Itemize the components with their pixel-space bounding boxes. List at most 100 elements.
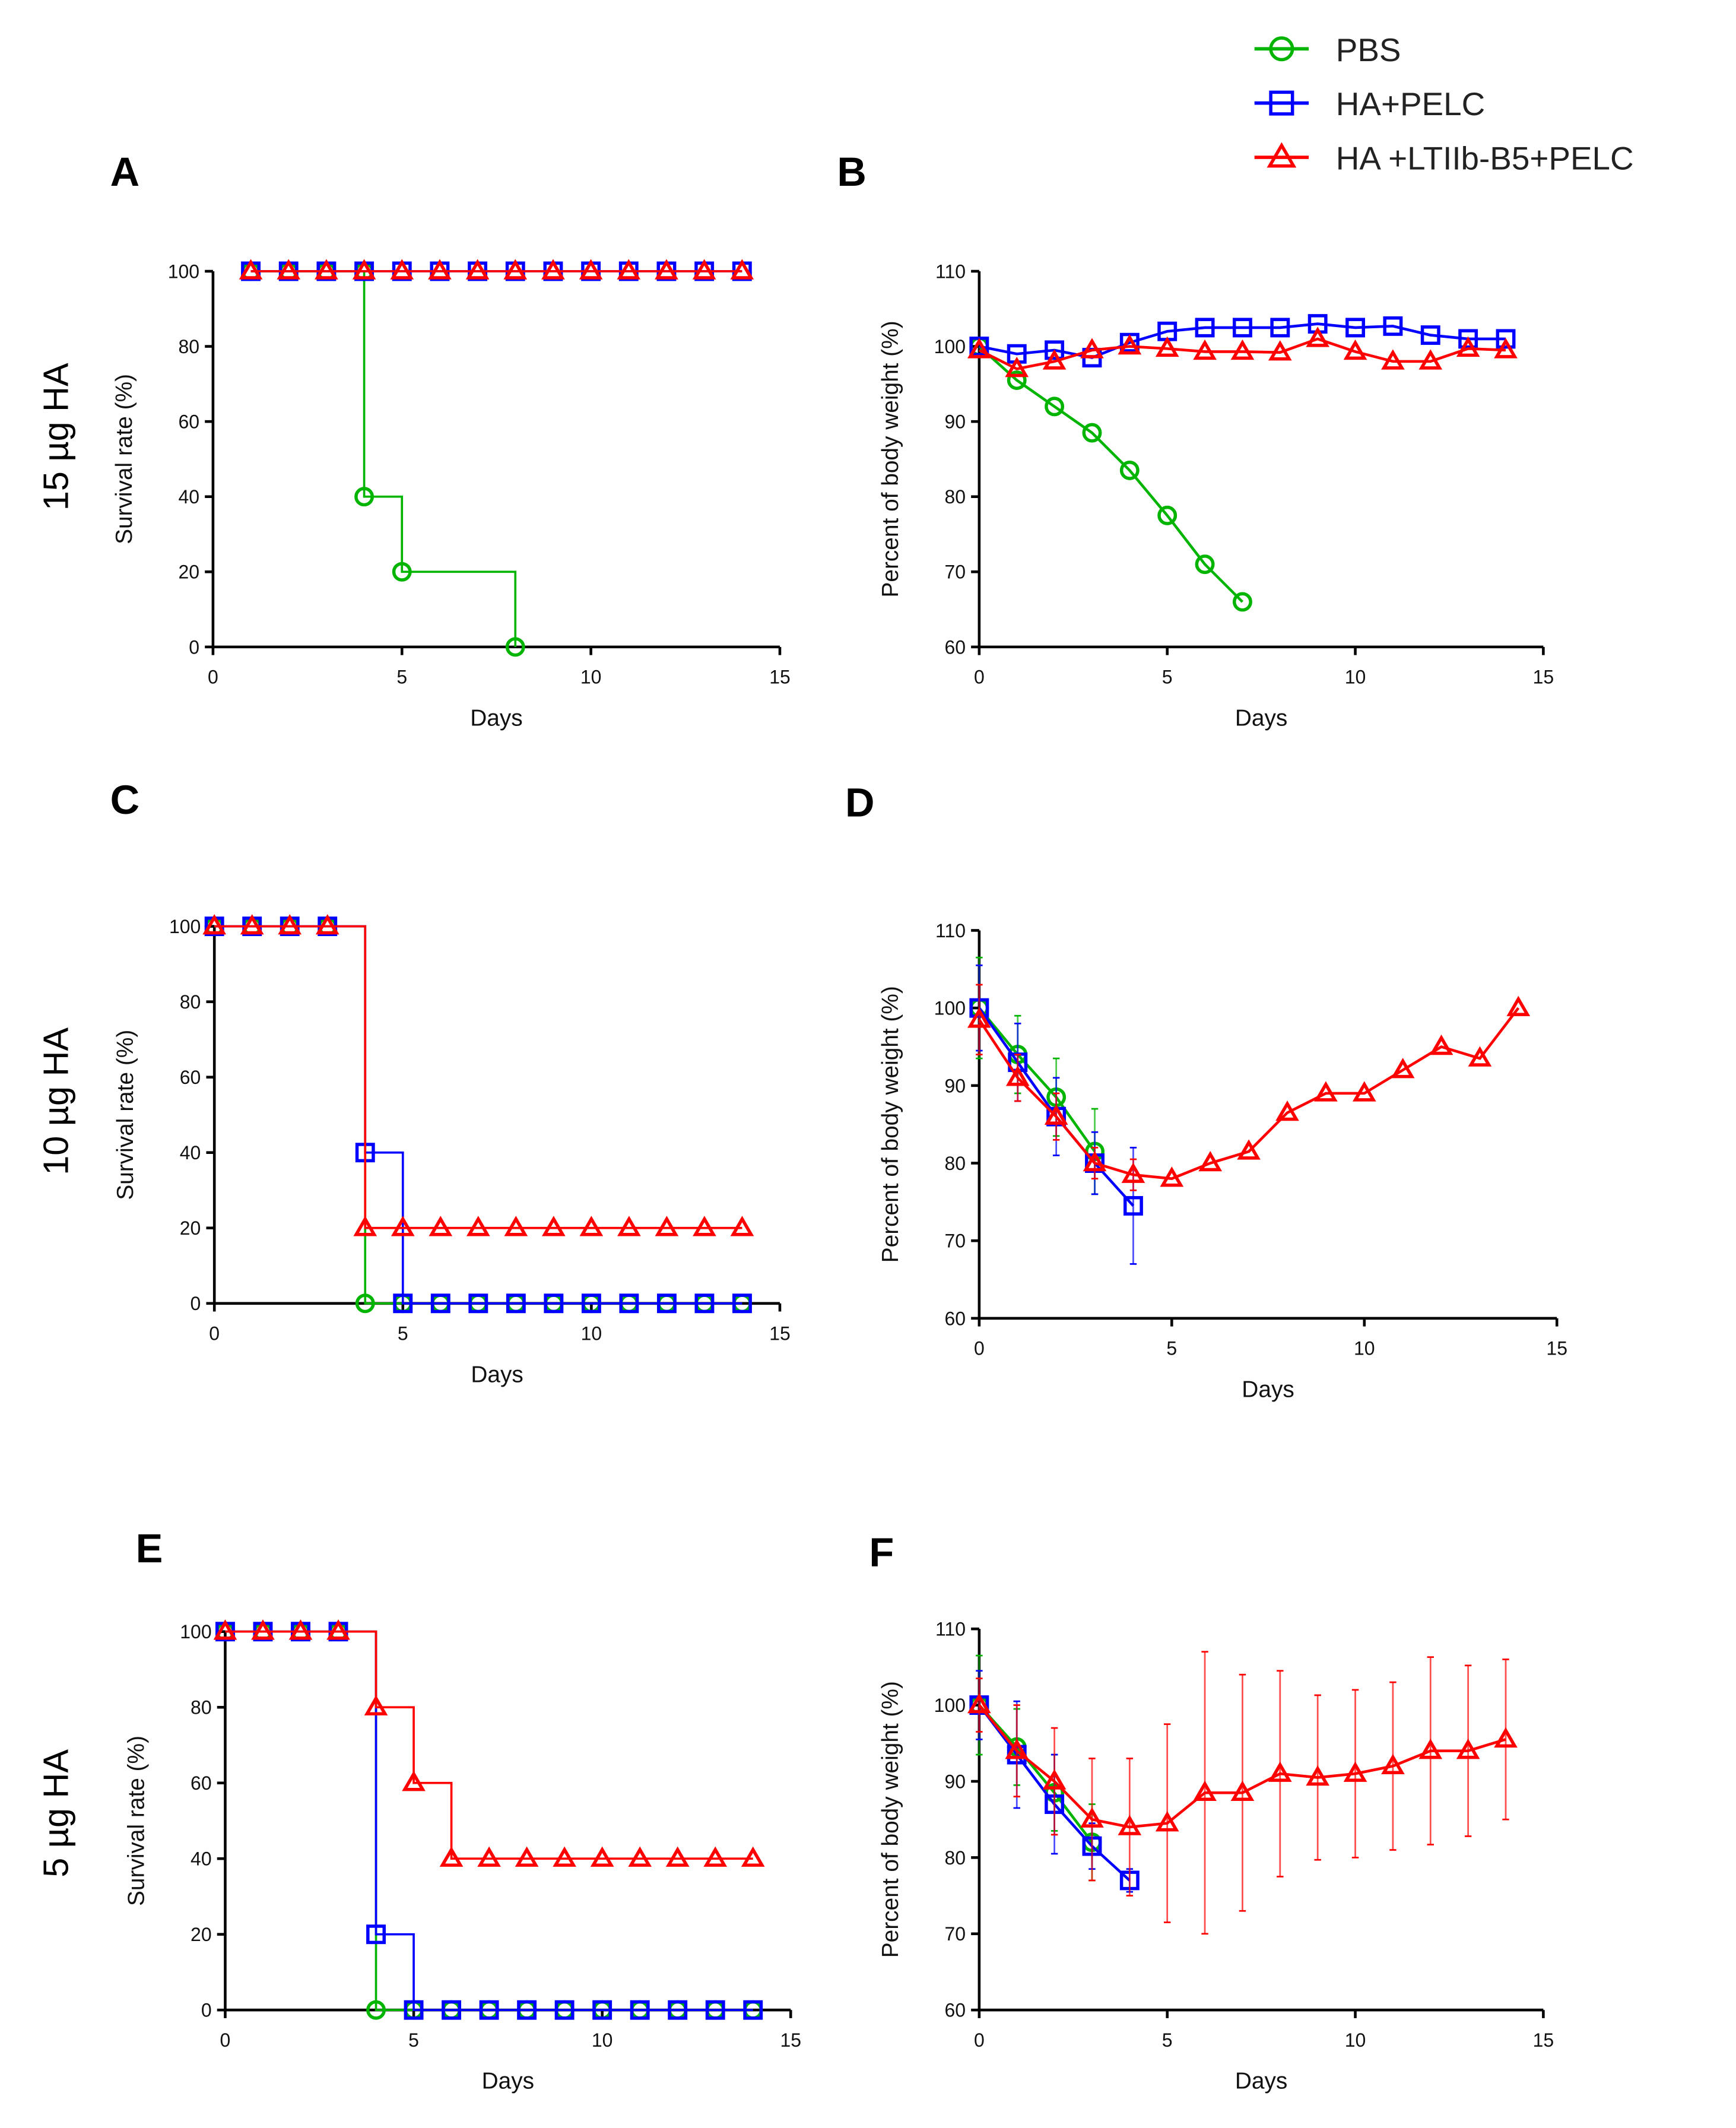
y-tick-label: 100 xyxy=(934,1695,966,1716)
data-point xyxy=(1345,318,1365,338)
data-point xyxy=(581,1293,601,1314)
data-point xyxy=(477,1846,501,1867)
data-point xyxy=(1343,1761,1367,1782)
data-point xyxy=(967,1693,991,1714)
data-point xyxy=(392,562,412,582)
series-line xyxy=(214,925,742,1305)
y-tick-label: 60 xyxy=(178,411,199,433)
y-tick-label: 90 xyxy=(944,411,966,433)
data-point xyxy=(466,1216,490,1236)
series-triangle xyxy=(967,1651,1518,1935)
data-point xyxy=(579,1216,604,1236)
row-label-15ug: 15 µg HA xyxy=(36,363,75,510)
series-circle xyxy=(241,261,525,657)
panel-D: D 0 5 10 15 60 70 80 90 100 110 Days Percent of body… xyxy=(845,780,1567,1403)
data-point xyxy=(1268,1761,1292,1782)
series-line xyxy=(978,337,1506,370)
data-point xyxy=(1458,329,1478,349)
panel-E: E 0 5 10 15 0 20 40 60 80 100 Days Survival rate (%) xyxy=(123,1526,801,2094)
data-point xyxy=(1314,1081,1338,1102)
y-tick-label: 40 xyxy=(178,486,199,508)
data-point xyxy=(1230,339,1255,360)
data-point xyxy=(1232,592,1252,612)
data-point xyxy=(617,259,641,280)
x-tick-label: 15 xyxy=(1533,667,1554,688)
panel-letter: B xyxy=(837,149,867,195)
data-point xyxy=(1383,316,1403,336)
data-point xyxy=(1198,1150,1223,1172)
data-point xyxy=(1506,995,1531,1016)
circle-icon xyxy=(1269,36,1294,62)
x-axis-label: Days xyxy=(482,2069,534,2094)
x-tick-label: 0 xyxy=(209,1323,220,1344)
data-point xyxy=(465,259,490,280)
data-point xyxy=(1195,554,1215,575)
data-point xyxy=(1118,334,1142,355)
data-point xyxy=(1237,1139,1261,1160)
data-point xyxy=(1306,1765,1330,1786)
x-tick-label: 5 xyxy=(398,1323,408,1344)
y-tick-label: 70 xyxy=(944,1231,966,1252)
data-point xyxy=(619,1293,639,1314)
data-point xyxy=(692,259,716,280)
x-tick-label: 15 xyxy=(1546,1338,1567,1359)
data-point xyxy=(315,259,338,280)
data-point xyxy=(1193,339,1217,360)
data-point xyxy=(251,1619,275,1640)
data-point xyxy=(590,1846,614,1867)
legend-label: HA +LTIIb-B5+PELC xyxy=(1336,140,1634,177)
panel-letter: F xyxy=(869,1530,894,1575)
data-point xyxy=(1391,1058,1415,1079)
data-point xyxy=(355,1293,375,1314)
data-point xyxy=(1044,1104,1068,1125)
legend: PBS HA+PELC HA +LTIIb-B5+PELC xyxy=(1254,31,1634,177)
x-tick-label: 15 xyxy=(780,2029,801,2051)
data-point xyxy=(694,1293,715,1314)
x-tick-label: 10 xyxy=(592,2029,613,2051)
data-point xyxy=(628,1846,652,1867)
series-line xyxy=(978,1007,1520,1180)
data-point xyxy=(429,1216,453,1236)
legend-label: PBS xyxy=(1336,31,1401,68)
data-point xyxy=(1230,1780,1255,1801)
x-tick-label: 5 xyxy=(1166,1338,1177,1359)
data-point xyxy=(1494,338,1518,359)
data-point xyxy=(544,1293,564,1314)
data-point xyxy=(277,259,301,280)
y-tick-label: 20 xyxy=(180,1217,201,1239)
data-point xyxy=(553,1846,576,1867)
data-point xyxy=(730,1216,754,1236)
data-point xyxy=(503,259,528,280)
x-tick-label: 10 xyxy=(1345,2029,1366,2051)
y-tick-label: 100 xyxy=(169,916,201,937)
series-square xyxy=(204,916,752,1314)
series-triangle xyxy=(967,984,1531,1191)
data-point xyxy=(239,259,263,280)
data-point xyxy=(288,1619,313,1640)
series-triangle xyxy=(202,914,754,1236)
data-point xyxy=(655,259,678,280)
series-line xyxy=(214,925,742,1229)
y-tick-label: 40 xyxy=(180,1142,201,1163)
data-point xyxy=(967,338,991,359)
row-label-10ug: 10 µg HA xyxy=(36,1027,75,1175)
y-axis-label: Survival rate (%) xyxy=(112,374,137,544)
series-triangle xyxy=(213,1619,765,1867)
data-point xyxy=(1005,356,1029,378)
data-point xyxy=(393,1293,413,1314)
data-point xyxy=(391,1216,415,1236)
x-tick-label: 15 xyxy=(769,1323,791,1344)
data-point xyxy=(630,2000,650,2020)
y-axis-label: Survival rate (%) xyxy=(123,1736,149,1906)
data-point xyxy=(1232,318,1252,338)
data-point xyxy=(1381,349,1405,370)
data-point xyxy=(668,2000,688,2020)
data-point xyxy=(1160,1166,1184,1187)
x-tick-label: 10 xyxy=(580,667,602,688)
data-point xyxy=(732,1293,752,1314)
x-tick-label: 5 xyxy=(396,667,407,688)
data-point xyxy=(1494,1727,1518,1748)
data-point xyxy=(278,914,302,935)
y-tick-label: 70 xyxy=(944,562,966,583)
